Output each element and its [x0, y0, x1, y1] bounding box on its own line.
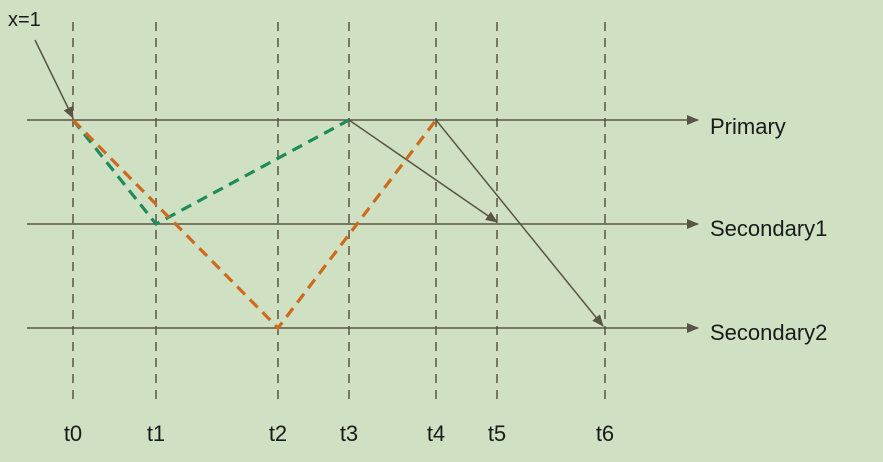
arrow-primary-to-secondary2: [435, 119, 604, 327]
time-label-t0: t0: [64, 421, 82, 446]
green-dashed-path: [71, 118, 350, 227]
node-label-secondary1: Secondary1: [710, 216, 827, 241]
time-guides: [72, 22, 606, 400]
time-label-t2: t2: [269, 421, 287, 446]
time-label-t1: t1: [147, 421, 165, 446]
node-lines: [27, 115, 699, 333]
start-label: x=1: [8, 9, 41, 31]
time-label-t4: t4: [427, 421, 445, 446]
time-label-t6: t6: [596, 421, 614, 446]
replication-arrows: [34, 39, 604, 327]
time-label-t5: t5: [488, 421, 506, 446]
input-arrow: [34, 39, 74, 119]
node-label-secondary2: Secondary2: [710, 320, 827, 345]
time-label-t3: t3: [340, 421, 358, 446]
node-label-primary: Primary: [710, 114, 786, 139]
orange-dashed-path: [71, 118, 438, 331]
arrow-primary-to-secondary1: [348, 119, 498, 223]
